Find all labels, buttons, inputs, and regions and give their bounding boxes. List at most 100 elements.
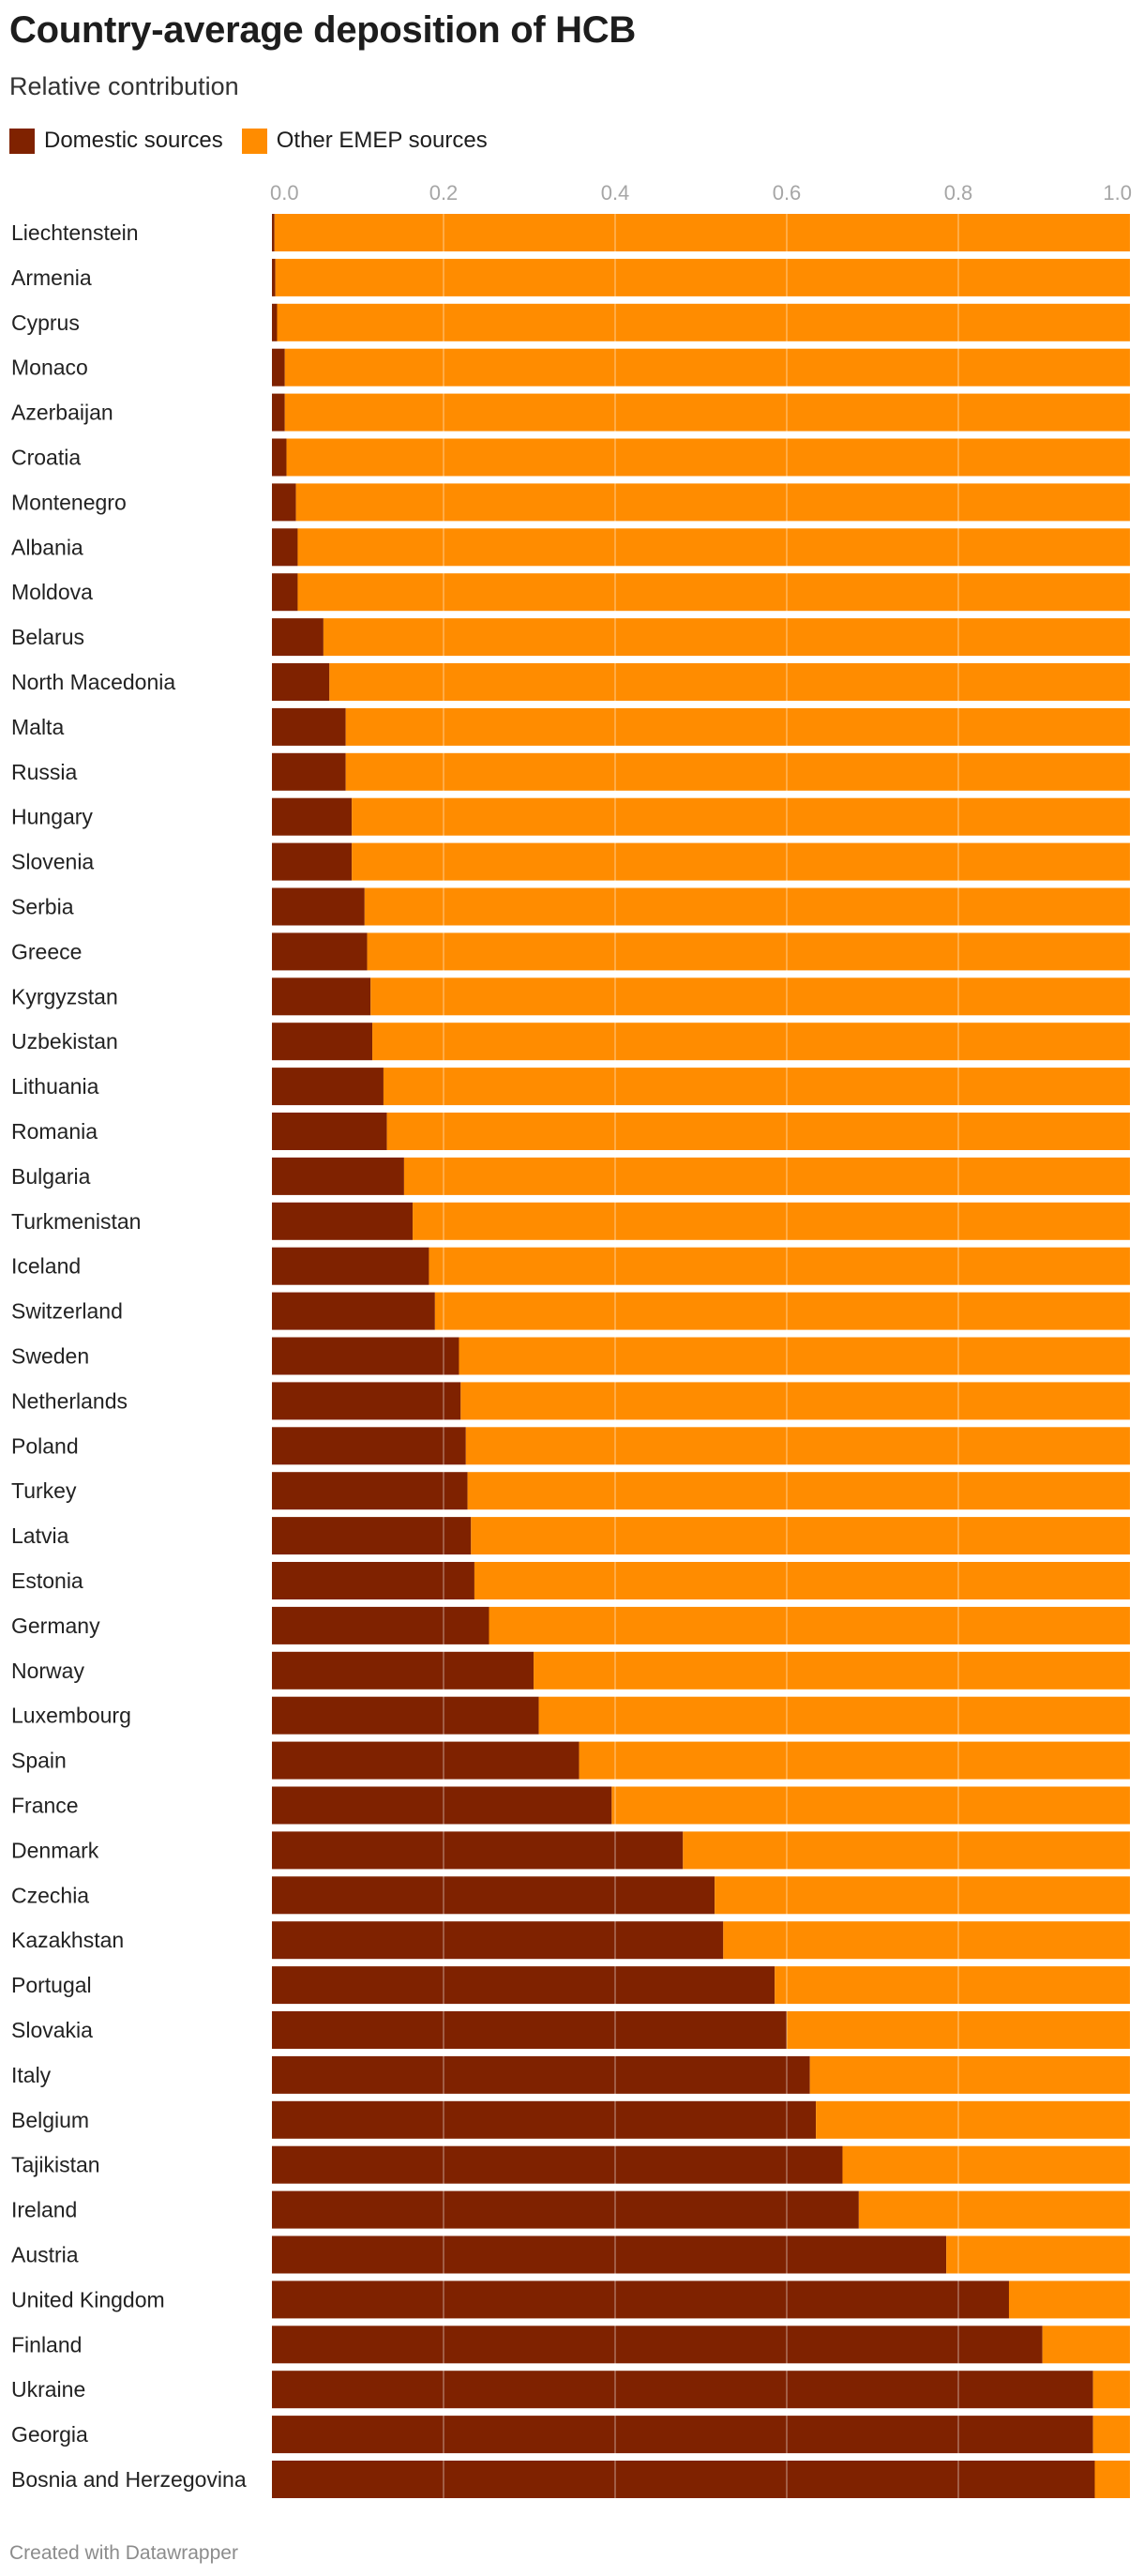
category-label: Moldova bbox=[11, 580, 93, 604]
bar-segment-domestic bbox=[272, 2235, 947, 2274]
chart-subtitle: Relative contribution bbox=[9, 72, 239, 100]
bar-segment-domestic bbox=[272, 483, 296, 522]
bar-segment-domestic bbox=[272, 1517, 472, 1555]
bar-segment-other bbox=[274, 214, 1130, 251]
category-label: Kyrgyzstan bbox=[11, 984, 118, 1008]
bar-segment-other bbox=[465, 1427, 1130, 1465]
bar-segment-domestic bbox=[272, 1741, 580, 1780]
bar-segment-domestic bbox=[272, 528, 298, 567]
bar-segment-domestic bbox=[272, 2145, 843, 2184]
category-label: Bulgaria bbox=[11, 1164, 91, 1189]
bar-segment-domestic bbox=[272, 1786, 612, 1825]
category-label: Hungary bbox=[11, 805, 93, 829]
bar-segment-domestic bbox=[272, 1966, 775, 2005]
bar-segment-other bbox=[275, 258, 1130, 296]
bar-segment-other bbox=[775, 1966, 1130, 2005]
bar-segment-other bbox=[579, 1741, 1130, 1780]
category-label: Estonia bbox=[11, 1568, 83, 1593]
category-label: Latvia bbox=[11, 1523, 69, 1548]
bar-segment-domestic bbox=[272, 1113, 387, 1150]
bar-segment-other bbox=[467, 1472, 1130, 1510]
bar-segment-domestic bbox=[272, 842, 353, 881]
legend-label-domestic: Domestic sources bbox=[44, 128, 223, 153]
bars-group bbox=[272, 214, 1131, 2498]
category-label: Montenegro bbox=[11, 490, 127, 514]
category-label: Uzbekistan bbox=[11, 1029, 118, 1053]
category-label: Turkey bbox=[11, 1478, 77, 1503]
bar-segment-domestic bbox=[272, 977, 371, 1016]
legend-label-other: Other EMEP sources bbox=[276, 128, 488, 153]
bar-segment-domestic bbox=[272, 1472, 468, 1510]
category-label: Sweden bbox=[11, 1344, 89, 1369]
footer-credit[interactable]: Created with Datawrapper bbox=[9, 2542, 238, 2564]
category-label: Tajikistan bbox=[11, 2153, 100, 2177]
bar-segment-other bbox=[683, 1831, 1130, 1870]
bar-segment-other bbox=[471, 1517, 1130, 1555]
category-label: North Macedonia bbox=[11, 670, 175, 694]
bar-segment-domestic bbox=[272, 2326, 1043, 2364]
bar-segment-domestic bbox=[272, 1831, 684, 1870]
category-label: Albania bbox=[11, 535, 83, 559]
bar-segment-other bbox=[383, 1068, 1130, 1106]
category-label: Belgium bbox=[11, 2108, 89, 2132]
bar-segment-other bbox=[284, 348, 1131, 386]
bar-segment-other bbox=[1092, 2371, 1130, 2409]
bar-segment-other bbox=[323, 618, 1130, 657]
bar-segment-domestic bbox=[272, 932, 368, 971]
bar-segment-domestic bbox=[272, 887, 365, 926]
bar-segment-other bbox=[1092, 2416, 1130, 2454]
bar-segment-other bbox=[842, 2145, 1130, 2184]
bar-segment-domestic bbox=[272, 1651, 534, 1690]
bar-segment-domestic bbox=[272, 1921, 724, 1960]
legend-swatch-domestic bbox=[9, 128, 35, 154]
category-label: Netherlands bbox=[11, 1388, 128, 1413]
category-label: Serbia bbox=[11, 895, 74, 919]
bar-segment-other bbox=[434, 1292, 1131, 1330]
category-label: Italy bbox=[11, 2063, 52, 2087]
category-label: Belarus bbox=[11, 625, 84, 649]
category-label: Spain bbox=[11, 1749, 67, 1773]
x-tick-label: 1.0 bbox=[1103, 181, 1132, 205]
bar-segment-domestic bbox=[272, 752, 346, 791]
bar-segment-other bbox=[413, 1202, 1130, 1240]
bar-segment-domestic bbox=[272, 2281, 1009, 2319]
bar-segment-other bbox=[364, 887, 1130, 926]
bar-segment-domestic bbox=[272, 214, 275, 251]
category-label: Denmark bbox=[11, 1838, 99, 1862]
bar-segment-domestic bbox=[272, 1382, 461, 1420]
bar-segment-domestic bbox=[272, 1337, 459, 1375]
bar-segment-domestic bbox=[272, 2011, 787, 2049]
bar-segment-other bbox=[429, 1247, 1130, 1285]
category-label: France bbox=[11, 1794, 79, 1818]
category-label: Norway bbox=[11, 1659, 84, 1683]
category-label: Liechtenstein bbox=[11, 220, 139, 245]
category-label: Azerbaijan bbox=[11, 401, 113, 425]
category-label: Armenia bbox=[11, 265, 92, 290]
bar-segment-other bbox=[946, 2235, 1130, 2274]
bar-segment-other bbox=[329, 663, 1130, 701]
bar-segment-domestic bbox=[272, 1427, 466, 1465]
category-label: Germany bbox=[11, 1614, 100, 1638]
bar-segment-other bbox=[297, 528, 1130, 567]
x-tick-label: 0.4 bbox=[601, 181, 630, 205]
bar-segment-domestic bbox=[272, 707, 346, 746]
bar-segment-other bbox=[345, 707, 1130, 746]
bar-segment-other bbox=[474, 1562, 1130, 1599]
category-label: Slovenia bbox=[11, 850, 94, 874]
bar-segment-domestic bbox=[272, 2055, 810, 2094]
legend-item-domestic: Domestic sources bbox=[9, 128, 223, 154]
bar-segment-domestic bbox=[272, 1876, 715, 1915]
category-label: Russia bbox=[11, 760, 78, 784]
bar-segment-domestic bbox=[272, 1068, 384, 1106]
bar-segment-domestic bbox=[272, 1562, 474, 1599]
bar-segment-other bbox=[1094, 2461, 1130, 2498]
category-label: Cyprus bbox=[11, 311, 80, 335]
bar-segment-domestic bbox=[272, 2461, 1095, 2498]
bar-segment-other bbox=[1008, 2281, 1130, 2319]
bar-segment-other bbox=[370, 977, 1131, 1016]
chart-title: Country-average deposition of HCB bbox=[9, 9, 636, 51]
category-label: Bosnia and Herzegovina bbox=[11, 2467, 247, 2492]
category-label: Czechia bbox=[11, 1883, 89, 1907]
category-label: Iceland bbox=[11, 1254, 81, 1279]
